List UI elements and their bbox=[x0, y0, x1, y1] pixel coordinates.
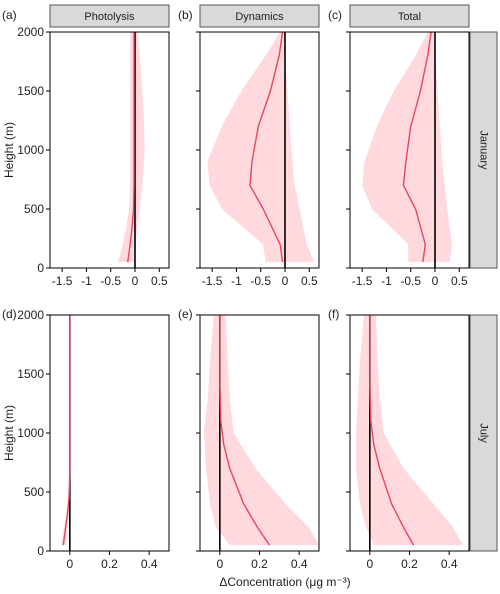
panel-c: -1.5 -1 -0.5 0 0.5 (c) bbox=[328, 8, 470, 288]
uncertainty-band bbox=[60, 315, 70, 546]
panel-content bbox=[355, 315, 464, 551]
uncertainty-band bbox=[118, 32, 145, 263]
x-tick-label: -1 bbox=[81, 274, 92, 288]
row-strip-january: January bbox=[469, 31, 498, 269]
y-tick-label: 1000 bbox=[17, 143, 44, 157]
y-tick-label: 500 bbox=[24, 202, 44, 216]
y-axis-title-january: Height (m) bbox=[2, 122, 16, 178]
mean-profile-line bbox=[219, 315, 270, 546]
x-tick-label: 0 bbox=[216, 557, 223, 571]
panel-letter: (c) bbox=[328, 8, 342, 22]
mean-profile-line bbox=[62, 315, 71, 546]
row-strip-label: July bbox=[478, 423, 490, 443]
panel-letter: (e) bbox=[178, 307, 193, 321]
panel-content bbox=[203, 315, 319, 551]
x-tick-label: -1 bbox=[381, 274, 392, 288]
x-tick-label: -1.5 bbox=[202, 274, 223, 288]
panel-content bbox=[118, 32, 145, 268]
x-tick-label: 0.4 bbox=[291, 557, 308, 571]
column-strip-label: Photolysis bbox=[84, 11, 135, 23]
panel-content bbox=[362, 32, 452, 268]
y-tick-label: 2000 bbox=[17, 308, 44, 322]
column-strip-total: Total bbox=[349, 4, 470, 28]
uncertainty-band bbox=[362, 32, 452, 263]
x-tick-label: 0.2 bbox=[251, 557, 268, 571]
row-strip-bg bbox=[469, 314, 498, 552]
column-strip-bg bbox=[199, 4, 320, 28]
x-tick-label: -0.5 bbox=[250, 274, 271, 288]
y-tick-label: 0 bbox=[37, 261, 44, 275]
y-tick-label: 0 bbox=[37, 544, 44, 558]
x-tick-label: 0 bbox=[366, 557, 373, 571]
column-strip-label: Total bbox=[398, 11, 421, 23]
mean-profile-line bbox=[249, 32, 284, 263]
y-tick-label: 500 bbox=[24, 485, 44, 499]
panel-content bbox=[207, 32, 315, 268]
x-tick-label: -1.5 bbox=[352, 274, 373, 288]
row-strip-label: January bbox=[478, 130, 490, 170]
x-tick-label: 0.2 bbox=[101, 557, 118, 571]
mean-profile-line bbox=[127, 32, 135, 263]
y-tick-label: 1000 bbox=[17, 426, 44, 440]
x-tick-label: -1.5 bbox=[52, 274, 73, 288]
x-tick-label: 0 bbox=[66, 557, 73, 571]
y-tick-label: 1500 bbox=[17, 84, 44, 98]
row-strip-july: July bbox=[469, 314, 498, 552]
panel-e: 0 0.2 0.4 (e) bbox=[178, 307, 320, 571]
column-strip-dynamics: Dynamics bbox=[199, 4, 320, 28]
x-axis-title: ΔConcentration (μg m⁻³) bbox=[219, 575, 350, 589]
uncertainty-band bbox=[355, 315, 464, 546]
panel-letter: (d) bbox=[2, 307, 17, 321]
x-tick-label: -0.5 bbox=[100, 274, 121, 288]
row-strip-bg bbox=[469, 31, 498, 269]
x-tick-label: 0.4 bbox=[141, 557, 158, 571]
x-tick-label: 0 bbox=[432, 274, 439, 288]
x-tick-label: 0 bbox=[282, 274, 289, 288]
uncertainty-band bbox=[203, 315, 319, 546]
panel-f: 0 0.2 0.4 (f) bbox=[328, 307, 470, 571]
x-tick-label: 0.5 bbox=[301, 274, 318, 288]
x-tick-label: -1 bbox=[231, 274, 242, 288]
x-tick-label: -0.5 bbox=[400, 274, 421, 288]
x-tick-label: 0.4 bbox=[441, 557, 458, 571]
panel-content bbox=[60, 315, 71, 551]
panel-a: -1.5 -1 -0.5 0 0.5 0 500 1000 1500 2000(a) bbox=[2, 8, 170, 288]
panel-letter: (b) bbox=[178, 8, 193, 22]
panel-frame bbox=[49, 31, 170, 269]
x-tick-label: 0.2 bbox=[401, 557, 418, 571]
mean-profile-line bbox=[402, 32, 432, 263]
x-tick-label: 0.5 bbox=[451, 274, 468, 288]
panel-b: -1.5 -1 -0.5 0 0.5 (b) bbox=[178, 8, 320, 288]
column-strip-photolysis: Photolysis bbox=[49, 4, 170, 28]
column-strip-bg bbox=[349, 4, 470, 28]
panel-letter: (a) bbox=[2, 8, 17, 22]
column-strip-bg bbox=[49, 4, 170, 28]
y-tick-label: 2000 bbox=[17, 25, 44, 39]
y-tick-label: 1500 bbox=[17, 367, 44, 381]
uncertainty-band bbox=[207, 32, 315, 263]
y-axis-title-july: Height (m) bbox=[2, 405, 16, 461]
panel-letter: (f) bbox=[328, 307, 339, 321]
column-strip-label: Dynamics bbox=[235, 11, 284, 23]
mean-profile-line bbox=[369, 315, 415, 546]
x-tick-label: 0 bbox=[132, 274, 139, 288]
panel-d: 0 0.2 0.4 0 500 1000 1500 2000(d) bbox=[2, 307, 170, 571]
x-tick-label: 0.5 bbox=[151, 274, 168, 288]
